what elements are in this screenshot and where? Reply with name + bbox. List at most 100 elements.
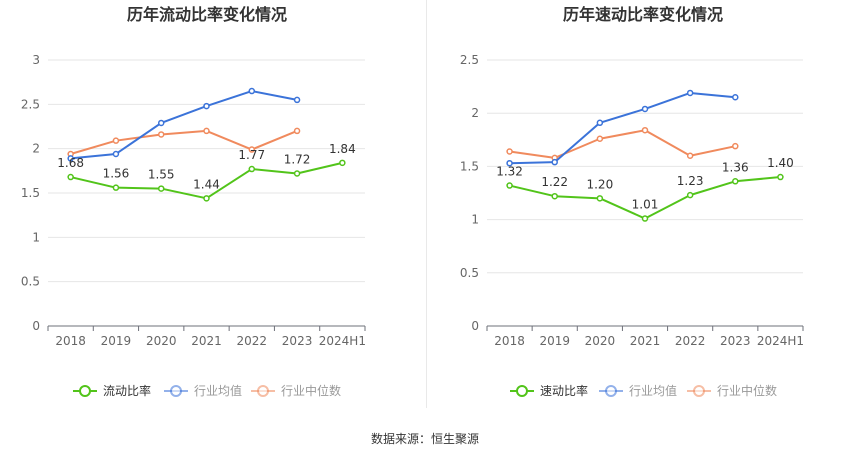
data-point (551, 158, 558, 166)
data-point (203, 102, 210, 110)
data-point (112, 184, 120, 191)
legend-label: 行业均值 (629, 383, 677, 398)
x-tick-label: 2024H1 (319, 334, 366, 348)
data-point (596, 195, 604, 202)
data-point (506, 182, 513, 189)
data-point (506, 159, 513, 167)
y-tick-label: 0.5 (21, 275, 40, 289)
x-tick-label: 2019 (539, 334, 570, 348)
y-tick-label: 1 (32, 230, 40, 244)
series-line-2 (509, 91, 736, 165)
legend-item-3: 行业中位数 (251, 383, 341, 398)
legend-label: 速动比率 (540, 383, 588, 398)
data-point (67, 173, 74, 181)
legend-marker (693, 385, 705, 397)
legend-label: 行业均值 (194, 383, 242, 398)
x-tick-label: 2022 (675, 334, 706, 348)
data-point (339, 159, 346, 167)
legend-marker (170, 385, 182, 397)
data-point (248, 146, 256, 153)
y-tick-label: 2 (32, 142, 40, 156)
y-tick-label: 3 (32, 53, 40, 67)
data-point (596, 119, 604, 127)
data-point (157, 119, 165, 127)
y-tick-label: 2.5 (460, 53, 479, 67)
data-point (686, 191, 694, 199)
x-tick-label: 2023 (282, 334, 313, 348)
y-tick-label: 0.5 (460, 266, 479, 280)
data-point (732, 178, 739, 185)
chart-title: 历年速动比率变化情况 (563, 5, 723, 24)
data-label: 1.72 (284, 152, 311, 166)
y-tick-label: 2 (471, 106, 479, 120)
data-point (777, 173, 784, 181)
data-label: 1.01 (632, 198, 659, 212)
x-tick-label: 2022 (237, 334, 268, 348)
legend-label: 行业中位数 (281, 383, 341, 398)
legend-marker (516, 385, 528, 397)
data-point (203, 127, 210, 135)
data-label: 1.84 (329, 142, 356, 156)
y-tick-label: 1.5 (21, 186, 40, 200)
y-tick-label: 2.5 (21, 97, 40, 111)
chart-panel-1: 历年流动比率变化情况 0 0.5 1 1.5 2 2.5 3 2018 2019 2020 2021 2… (21, 5, 366, 398)
data-point (203, 195, 210, 202)
y-tick-label: 1 (471, 213, 479, 227)
legend-marker (605, 385, 617, 397)
series-line-2 (70, 90, 298, 160)
chart-panel-2: 历年速动比率变化情况 0 0.5 1 1.5 2 2.5 2018 2019 2020 2021 20… (460, 5, 804, 398)
data-label: 1.44 (193, 177, 220, 191)
x-tick-label: 2024H1 (757, 334, 804, 348)
data-point (157, 185, 165, 192)
legend-item-1: 流动比率 (73, 383, 151, 398)
data-label: 1.36 (722, 160, 749, 174)
data-point (596, 135, 604, 142)
legend-item-2: 行业均值 (599, 383, 677, 398)
data-label: 1.32 (496, 165, 523, 179)
data-point (112, 137, 120, 144)
x-tick-label: 2021 (191, 334, 222, 348)
data-label: 1.20 (586, 177, 613, 191)
series-line-3 (70, 129, 298, 155)
data-point (506, 148, 513, 155)
data-point (641, 215, 649, 222)
data-label: 1.55 (148, 168, 175, 182)
data-label: 1.40 (767, 156, 794, 170)
x-tick-label: 2021 (630, 334, 661, 348)
data-point (293, 170, 301, 177)
data-label: 1.22 (541, 175, 568, 189)
data-label: 1.23 (677, 174, 704, 188)
data-point (686, 152, 694, 160)
legend-item-2: 行业均值 (164, 383, 242, 398)
data-point (112, 150, 120, 158)
data-point (551, 192, 558, 200)
data-label: 1.56 (103, 167, 130, 181)
data-point (293, 96, 301, 104)
data-source-text: 数据来源：恒生聚源 (370, 432, 479, 446)
legend-item-1: 速动比率 (510, 383, 588, 398)
legend-label: 行业中位数 (717, 383, 777, 398)
x-tick-label: 2018 (494, 334, 525, 348)
data-point (686, 89, 694, 97)
panel-divider (426, 0, 427, 408)
legend-marker (257, 385, 269, 397)
x-tick-label: 2018 (55, 334, 86, 348)
data-point (157, 131, 165, 138)
data-point (248, 165, 256, 173)
data-label: 1.68 (57, 156, 84, 170)
data-point (248, 87, 256, 95)
legend-label: 流动比率 (103, 383, 151, 398)
data-point (641, 105, 649, 113)
data-point (67, 155, 74, 162)
data-point (732, 142, 739, 150)
y-tick-label: 0 (32, 319, 40, 333)
y-tick-label: 1.5 (460, 159, 479, 173)
series-line-3 (509, 129, 736, 159)
data-point (732, 93, 739, 101)
chart-title: 历年流动比率变化情况 (127, 5, 287, 24)
data-label: 1.77 (238, 148, 265, 162)
x-tick-label: 2020 (585, 334, 616, 348)
legend-marker (79, 385, 91, 397)
x-tick-label: 2023 (720, 334, 751, 348)
